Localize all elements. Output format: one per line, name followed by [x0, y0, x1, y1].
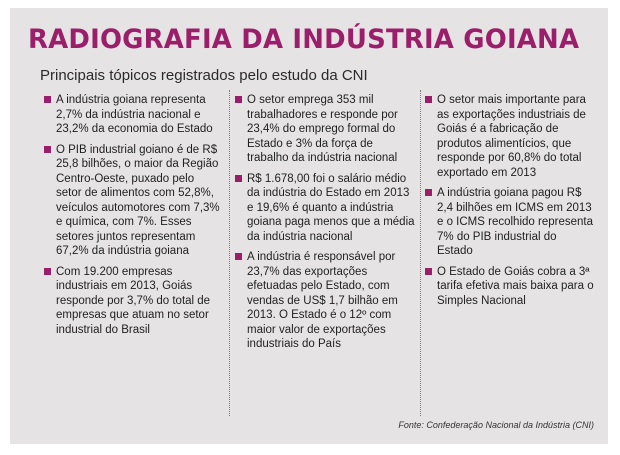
topic-column-2: O setor emprega 353 mil trabalhadores e …	[235, 93, 415, 358]
square-bullet-icon	[44, 96, 51, 103]
column-divider	[420, 90, 421, 416]
topic-item: O setor mais importante para as exportaç…	[425, 93, 595, 180]
topic-text: O PIB industrial goiano é de R$ 25,8 bil…	[56, 143, 220, 258]
topic-column-1: A indústria goiana representa 2,7% da in…	[44, 93, 220, 343]
topic-item: A indústria goiana representa 2,7% da in…	[44, 93, 220, 137]
source-credit: Fonte: Confederação Nacional da Indústri…	[398, 420, 594, 430]
topic-column-3: O setor mais importante para as exportaç…	[425, 93, 595, 314]
square-bullet-icon	[235, 253, 242, 260]
square-bullet-icon	[44, 145, 51, 153]
square-bullet-icon	[425, 267, 432, 275]
square-bullet-icon	[235, 96, 242, 103]
column-divider	[229, 90, 230, 416]
topic-item: O Estado de Goiás cobra a 3ª tarifa efet…	[425, 265, 595, 309]
square-bullet-icon	[425, 189, 432, 196]
topic-item: A indústria é responsável por 23,7% das …	[235, 250, 415, 352]
topic-text: O setor emprega 353 mil trabalhadores e …	[247, 94, 398, 164]
topic-item: O PIB industrial goiano é de R$ 25,8 bil…	[44, 143, 220, 259]
square-bullet-icon	[425, 96, 432, 103]
topic-text: A indústria é responsável por 23,7% das …	[247, 251, 398, 350]
topic-item: A indústria goiana pagou R$ 2,4 bilhões …	[425, 186, 595, 259]
infographic-panel: RADIOGRAFIA DA INDÚSTRIA GOIANA Principa…	[10, 8, 608, 444]
topic-item: Com 19.200 empresas industriais em 2013,…	[44, 265, 220, 338]
topic-text: R$ 1.678,00 foi o salário médio da indús…	[247, 172, 415, 243]
topic-item: O setor emprega 353 mil trabalhadores e …	[235, 93, 415, 166]
square-bullet-icon	[44, 267, 51, 275]
topic-item: R$ 1.678,00 foi o salário médio da indús…	[235, 172, 415, 245]
topic-text: Com 19.200 empresas industriais em 2013,…	[56, 265, 211, 336]
topic-text: A indústria goiana pagou R$ 2,4 bilhões …	[437, 187, 593, 257]
infographic-subtitle: Principais tópicos registrados pelo estu…	[40, 67, 368, 84]
infographic-title: RADIOGRAFIA DA INDÚSTRIA GOIANA	[28, 24, 580, 55]
topic-text: O Estado de Goiás cobra a 3ª tarifa efet…	[437, 265, 594, 307]
topic-text: O setor mais importante para as exportaç…	[437, 94, 586, 179]
square-bullet-icon	[235, 174, 242, 182]
topic-text: A indústria goiana representa 2,7% da in…	[56, 94, 213, 135]
